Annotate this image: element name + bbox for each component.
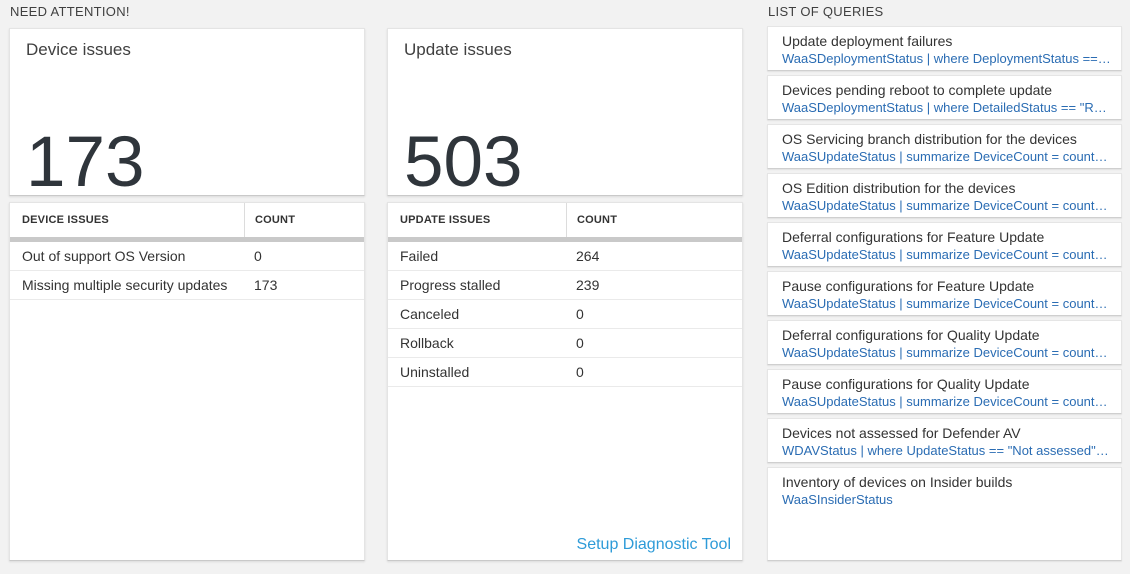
device-table-header-count: COUNT	[244, 203, 364, 237]
table-row[interactable]: Out of support OS Version 0	[10, 242, 364, 271]
issue-count: 0	[576, 335, 584, 351]
issue-label: Missing multiple security updates	[22, 277, 228, 293]
query-title: Update deployment failures	[782, 33, 953, 49]
query-list-item[interactable]: Pause configurations for Quality Update …	[767, 369, 1122, 414]
issue-label: Uninstalled	[400, 364, 470, 380]
query-list-item[interactable]: OS Servicing branch distribution for the…	[767, 124, 1122, 169]
query-code: WaaSUpdateStatus | summarize DeviceCount…	[782, 198, 1111, 213]
query-title: Devices pending reboot to complete updat…	[782, 82, 1053, 98]
issue-label: Rollback	[400, 335, 454, 351]
query-code: WaaSUpdateStatus | summarize DeviceCount…	[782, 247, 1111, 262]
query-title: Devices not assessed for Defender AV	[782, 425, 1021, 441]
query-title: Pause configurations for Feature Update	[782, 278, 1035, 294]
issue-count: 264	[576, 248, 600, 264]
device-issues-count: 173	[26, 122, 145, 202]
issue-count: 239	[576, 277, 600, 293]
table-row[interactable]: Progress stalled 239	[388, 271, 742, 300]
query-list-item[interactable]: Pause configurations for Feature Update …	[767, 271, 1122, 316]
update-table-header-issues: UPDATE ISSUES	[400, 214, 491, 226]
table-row[interactable]: Canceled 0	[388, 300, 742, 329]
issue-count: 0	[576, 364, 584, 380]
query-list-item[interactable]: Update deployment failures WaaSDeploymen…	[767, 26, 1122, 71]
update-issues-tile[interactable]: Update issues 503	[387, 28, 743, 202]
query-list-item[interactable]: Devices not assessed for Defender AV WDA…	[767, 418, 1122, 463]
query-list-item[interactable]: Deferral configurations for Feature Upda…	[767, 222, 1122, 267]
update-table-header-count: COUNT	[566, 203, 742, 237]
query-title: Inventory of devices on Insider builds	[782, 474, 1013, 490]
query-title: Pause configurations for Quality Update	[782, 376, 1030, 392]
query-code: WaaSUpdateStatus | summarize DeviceCount…	[782, 296, 1111, 311]
query-list-item[interactable]: Devices pending reboot to complete updat…	[767, 75, 1122, 120]
update-issues-title: Update issues	[404, 40, 512, 59]
query-title: OS Servicing branch distribution for the…	[782, 131, 1077, 147]
issue-label: Failed	[400, 248, 439, 264]
issue-count: 0	[576, 306, 584, 322]
table-row[interactable]: Failed 264	[388, 242, 742, 271]
header-divider-bar	[388, 237, 742, 242]
device-table-header-issues: DEVICE ISSUES	[22, 214, 109, 226]
setup-diagnostic-tool-link[interactable]: Setup Diagnostic Tool	[576, 536, 731, 553]
query-title: Deferral configurations for Feature Upda…	[782, 229, 1045, 245]
issue-label: Progress stalled	[400, 277, 501, 293]
list-of-queries-header: LIST OF QUERIES	[768, 4, 884, 19]
update-table-header: UPDATE ISSUES COUNT	[388, 203, 742, 237]
query-list-item[interactable]: OS Edition distribution for the devices …	[767, 173, 1122, 218]
need-attention-header: NEED ATTENTION!	[10, 4, 130, 19]
device-table-header: DEVICE ISSUES COUNT	[10, 203, 364, 237]
query-title: OS Edition distribution for the devices	[782, 180, 1016, 196]
query-list: Update deployment failures WaaSDeploymen…	[767, 26, 1122, 561]
query-code: WaaSDeploymentStatus | where DeploymentS…	[782, 51, 1111, 66]
query-list-item[interactable]: Deferral configurations for Quality Upda…	[767, 320, 1122, 365]
header-divider-bar	[10, 237, 364, 242]
issue-label: Out of support OS Version	[22, 248, 186, 264]
query-code: WaaSUpdateStatus | summarize DeviceCount…	[782, 394, 1111, 409]
table-row[interactable]: Missing multiple security updates 173	[10, 271, 364, 300]
table-row[interactable]: Rollback 0	[388, 329, 742, 358]
query-code: WDAVStatus | where UpdateStatus == "Not …	[782, 443, 1111, 458]
query-code: WaaSUpdateStatus | summarize DeviceCount…	[782, 149, 1111, 164]
query-code: WaaSDeploymentStatus | where DetailedSta…	[782, 100, 1111, 115]
device-issues-table: DEVICE ISSUES COUNT Out of support OS Ve…	[9, 202, 365, 561]
table-row[interactable]: Uninstalled 0	[388, 358, 742, 387]
update-issues-table: UPDATE ISSUES COUNT Failed 264 Progress …	[387, 202, 743, 561]
query-code: WaaSUpdateStatus | summarize DeviceCount…	[782, 345, 1111, 360]
issue-label: Canceled	[400, 306, 460, 322]
device-issues-tile[interactable]: Device issues 173	[9, 28, 365, 202]
query-list-item[interactable]: Inventory of devices on Insider builds W…	[767, 467, 1122, 561]
device-issues-title: Device issues	[26, 40, 131, 59]
update-issues-count: 503	[404, 122, 523, 202]
issue-count: 0	[254, 248, 262, 264]
query-code: WaaSInsiderStatus	[782, 492, 893, 507]
query-title: Deferral configurations for Quality Upda…	[782, 327, 1040, 343]
issue-count: 173	[254, 277, 278, 293]
